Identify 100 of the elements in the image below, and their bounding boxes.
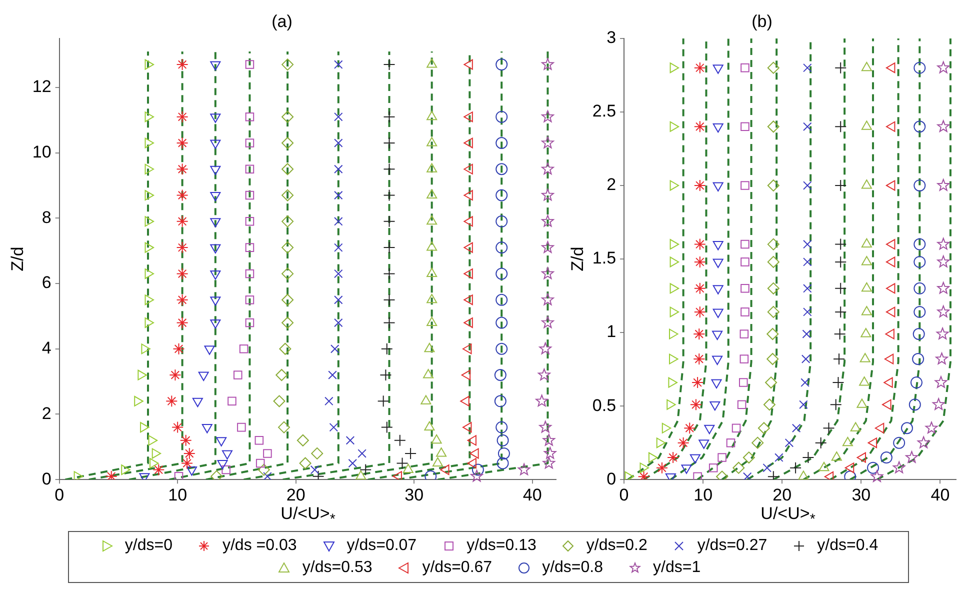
point bbox=[822, 422, 835, 434]
point bbox=[176, 242, 188, 254]
point bbox=[282, 58, 294, 71]
point bbox=[334, 243, 343, 252]
point bbox=[210, 270, 221, 280]
point bbox=[328, 370, 337, 380]
point bbox=[670, 239, 680, 250]
point bbox=[914, 179, 926, 192]
point bbox=[426, 189, 438, 199]
point bbox=[496, 294, 508, 306]
point bbox=[383, 294, 396, 306]
point bbox=[176, 189, 188, 202]
point bbox=[172, 421, 184, 434]
point bbox=[694, 120, 706, 133]
x-axis-title: U/<U>$_{*}$ bbox=[280, 504, 336, 528]
point bbox=[906, 451, 918, 463]
point bbox=[937, 282, 950, 294]
point bbox=[330, 344, 340, 354]
point bbox=[245, 164, 254, 174]
legend-label: y/ds=0.13 bbox=[466, 537, 536, 554]
point bbox=[383, 242, 396, 254]
point bbox=[834, 238, 847, 250]
point bbox=[766, 328, 779, 340]
point bbox=[141, 344, 150, 354]
point bbox=[245, 112, 254, 122]
legend-label: y/ds =0.03 bbox=[222, 537, 297, 554]
x-tick-label: 30 bbox=[404, 485, 424, 504]
point bbox=[210, 470, 223, 480]
point bbox=[245, 217, 254, 226]
point bbox=[467, 458, 476, 469]
point bbox=[460, 396, 470, 406]
point bbox=[694, 179, 706, 192]
point bbox=[803, 240, 812, 249]
point bbox=[670, 62, 680, 74]
point bbox=[666, 399, 676, 410]
point bbox=[279, 342, 292, 355]
point bbox=[740, 240, 750, 249]
point bbox=[176, 268, 188, 280]
point bbox=[346, 436, 355, 445]
point bbox=[237, 422, 246, 432]
point bbox=[358, 449, 366, 458]
point bbox=[312, 470, 324, 480]
point bbox=[464, 190, 473, 201]
point bbox=[886, 121, 896, 132]
point bbox=[668, 328, 678, 340]
legend-label: y/ds=0.67 bbox=[422, 559, 492, 576]
point bbox=[542, 110, 554, 122]
point bbox=[282, 136, 294, 149]
point bbox=[885, 328, 894, 340]
point bbox=[718, 453, 726, 462]
point bbox=[496, 342, 508, 355]
point bbox=[803, 63, 812, 72]
point bbox=[693, 472, 702, 480]
x-tick-label: 10 bbox=[168, 485, 188, 504]
point bbox=[925, 422, 938, 434]
point bbox=[792, 424, 801, 433]
point bbox=[245, 318, 254, 328]
point bbox=[334, 217, 343, 226]
point bbox=[496, 316, 508, 329]
point bbox=[937, 61, 950, 74]
point bbox=[334, 112, 343, 122]
point bbox=[181, 457, 194, 470]
point bbox=[518, 463, 530, 476]
point bbox=[670, 256, 680, 268]
y-tick-label: 4 bbox=[42, 338, 52, 358]
point bbox=[886, 62, 896, 74]
point bbox=[767, 306, 780, 318]
point bbox=[694, 306, 706, 318]
point bbox=[914, 282, 926, 294]
point bbox=[668, 377, 678, 388]
point bbox=[803, 122, 812, 132]
x-tick-label: 40 bbox=[930, 485, 950, 504]
point bbox=[383, 268, 396, 280]
point bbox=[834, 179, 847, 192]
point bbox=[334, 138, 343, 148]
point bbox=[740, 258, 750, 266]
point bbox=[467, 435, 476, 446]
point bbox=[276, 369, 288, 382]
point bbox=[856, 398, 868, 408]
x-axis-title: U/<U>$_{*}$ bbox=[760, 504, 816, 528]
point bbox=[677, 436, 690, 449]
point bbox=[210, 140, 221, 149]
point bbox=[542, 456, 556, 469]
point bbox=[867, 462, 880, 474]
point bbox=[802, 452, 814, 464]
point bbox=[245, 295, 254, 304]
point bbox=[694, 238, 706, 250]
point bbox=[233, 370, 242, 380]
legend-label: y/ds=0.8 bbox=[542, 559, 603, 576]
point bbox=[833, 353, 846, 366]
point bbox=[348, 458, 357, 468]
point bbox=[536, 394, 548, 407]
point bbox=[380, 421, 393, 434]
point bbox=[424, 421, 435, 431]
point bbox=[740, 354, 749, 364]
point bbox=[176, 294, 188, 306]
point bbox=[886, 283, 896, 294]
point bbox=[383, 163, 396, 176]
point bbox=[140, 422, 150, 433]
point bbox=[742, 452, 755, 464]
